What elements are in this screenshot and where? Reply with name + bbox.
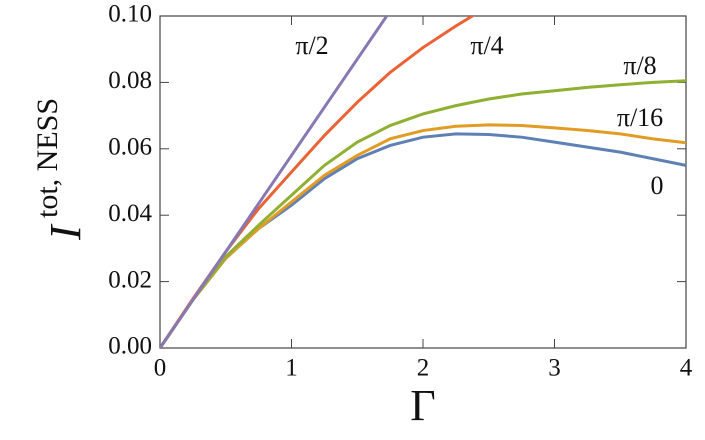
- series-label: 0: [651, 171, 664, 200]
- x-tick-label: 0: [154, 355, 167, 382]
- x-tick-label: 1: [285, 355, 298, 382]
- y-tick-label: 0.08: [108, 67, 152, 94]
- y-tick-label: 0.10: [108, 1, 152, 28]
- x-tick-label: 4: [680, 355, 693, 382]
- series-line: [160, 79, 686, 348]
- series-label: π/16: [617, 103, 663, 132]
- y-axis-label: I: [41, 223, 90, 241]
- y-tick-label: 0.06: [108, 134, 152, 161]
- y-axis-label-group: I tot, NESS: [31, 98, 90, 241]
- y-tick-label: 0.00: [108, 333, 152, 360]
- x-axis-label: Γ: [410, 381, 435, 430]
- y-tick-label: 0.04: [108, 200, 152, 227]
- series-label: π/8: [623, 51, 656, 80]
- x-tick-label: 3: [548, 355, 561, 382]
- y-tick-label: 0.02: [108, 266, 152, 293]
- plot-frame: [159, 15, 687, 349]
- series-label: π/4: [470, 31, 503, 60]
- plot-lines: [160, 16, 686, 348]
- y-axis-label-superscript: tot, NESS: [31, 98, 64, 218]
- series-label: π/2: [295, 31, 328, 60]
- x-tick-label: 2: [417, 355, 430, 382]
- series-line: [160, 16, 389, 348]
- series-line: [160, 132, 686, 348]
- series-line: [160, 123, 686, 348]
